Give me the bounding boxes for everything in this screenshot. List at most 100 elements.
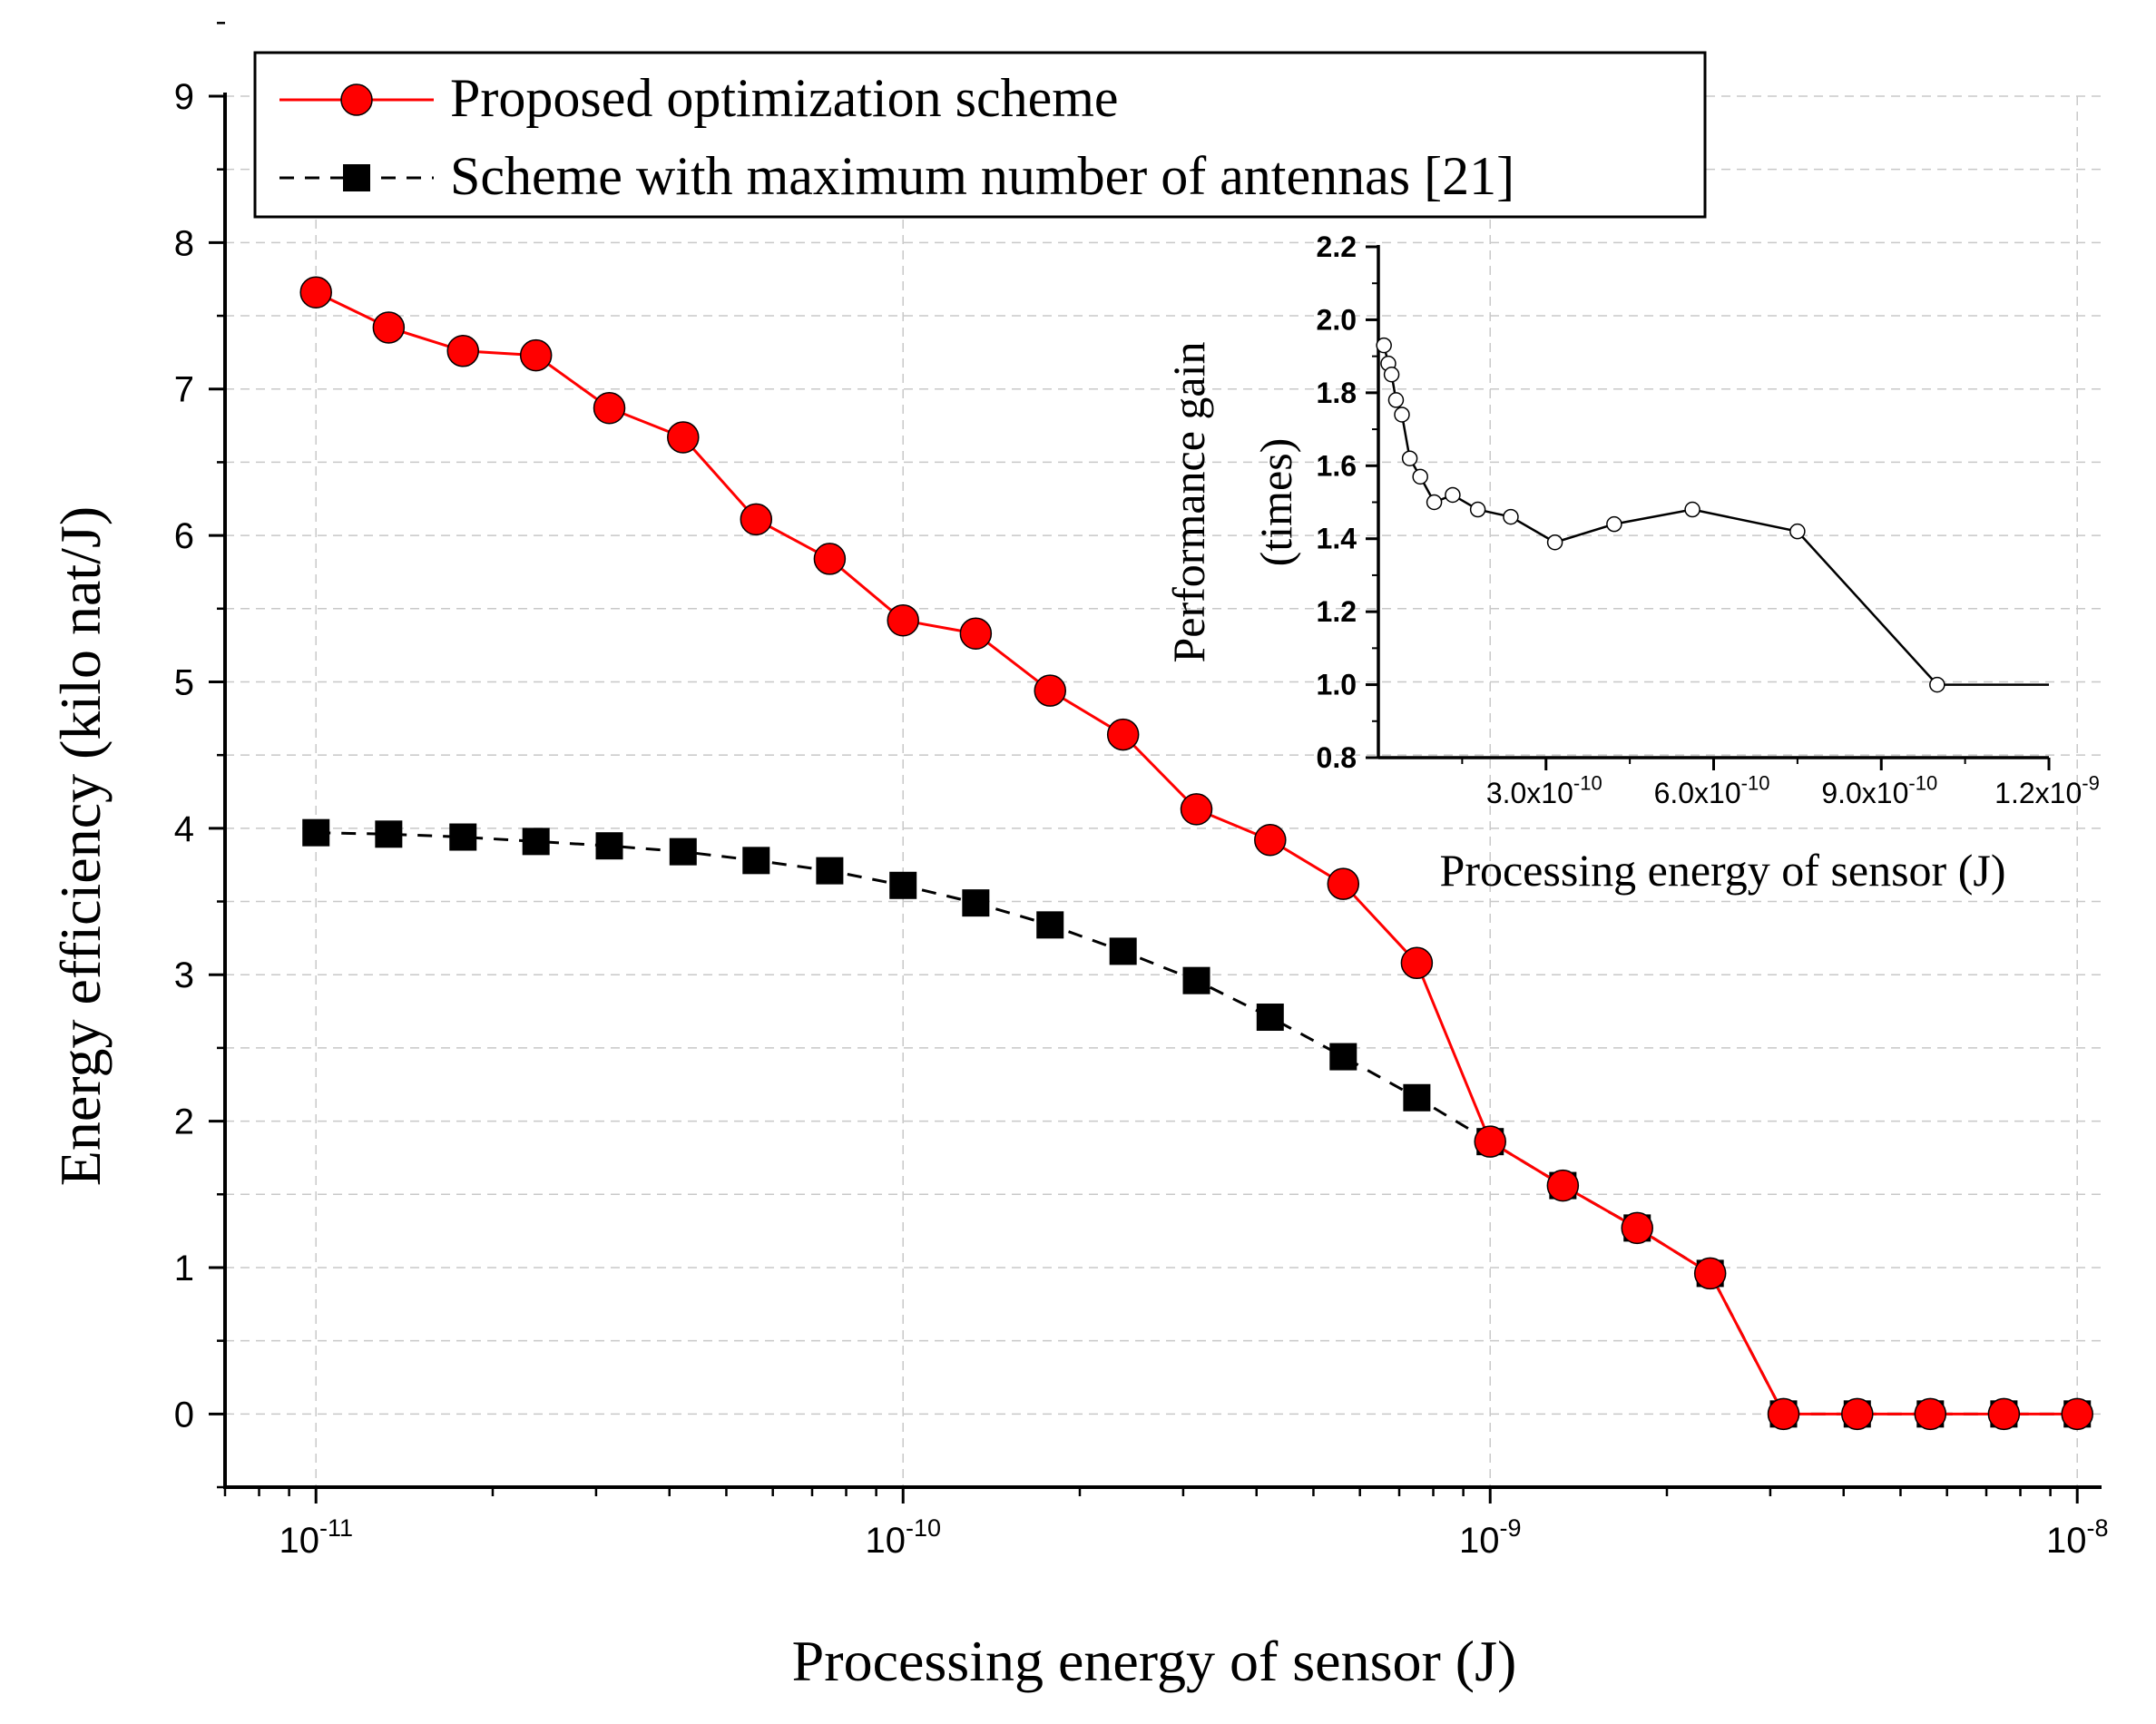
- inset-x-tick-label-base: 6.0x10: [1654, 777, 1741, 809]
- legend-entry-proposed: Proposed optimization scheme: [279, 68, 1119, 128]
- inset-data-point: [1546, 534, 1563, 551]
- x-tick-label-base: 10: [2046, 1521, 2087, 1561]
- inset-data-point: [1469, 501, 1486, 518]
- data-point-square: [962, 889, 990, 917]
- series-line: [316, 831, 2078, 1415]
- legend-entry-max-antennas: Scheme with maximum number of antennas […: [279, 146, 1514, 206]
- data-point-circle: [1400, 946, 1434, 980]
- inset-data-point: [1412, 468, 1428, 485]
- y-tick-label: 8: [174, 223, 194, 263]
- inset-data-point: [1401, 450, 1418, 466]
- x-tick-label-exp: -11: [319, 1514, 353, 1542]
- data-point-circle: [1254, 824, 1287, 857]
- inset-x-tick-label-exp: -9: [2082, 772, 2100, 795]
- data-point-circle: [2061, 1397, 2093, 1431]
- inset-chart: 0.81.01.21.41.61.82.02.23.0x10-10 6.0x10-…: [1163, 230, 2100, 896]
- inset-x-tick-label-base: 9.0x10: [1821, 777, 1908, 809]
- legend-marker-circle: [340, 83, 373, 116]
- series-max-antennas: [302, 818, 2092, 1428]
- y-axis-title: Energy efficiency (kilo nat/J): [48, 506, 113, 1186]
- data-point-square: [522, 828, 550, 856]
- data-point-circle: [1106, 718, 1140, 751]
- inset-data-point: [1684, 501, 1700, 518]
- data-point-circle: [1767, 1397, 1800, 1431]
- data-point-square: [742, 847, 770, 875]
- inset-x-tick-label: 6.0x10-10: [1654, 772, 1770, 809]
- inset-y-tick-label: 2.2: [1317, 230, 1357, 263]
- inset-x-tick-label: 3.0x10-10: [1486, 772, 1602, 809]
- inset-x-tick-label: 1.2x10-9: [1994, 772, 2100, 809]
- data-point-square: [449, 823, 477, 851]
- inset-x-tick-label-exp: -10: [1908, 772, 1937, 795]
- x-tick-label: 10-11: [279, 1514, 353, 1561]
- inset-data-point: [1503, 508, 1519, 525]
- data-point-circle: [1914, 1397, 1947, 1431]
- x-tick-label-exp: -9: [1499, 1514, 1521, 1542]
- inset-y-tick-label: 1.8: [1317, 377, 1357, 409]
- data-point-circle: [1034, 674, 1066, 707]
- inset-data-point: [1929, 676, 1945, 693]
- data-point-circle: [1693, 1257, 1727, 1290]
- x-tick-label-base: 10: [279, 1521, 319, 1561]
- y-tick-label: 6: [174, 516, 194, 556]
- inset-x-axis-title: Processing energy of sensor (J): [1440, 845, 2006, 896]
- y-tick-label: 2: [174, 1102, 194, 1142]
- data-point-circle: [1841, 1397, 1874, 1431]
- y-tick-label: 3: [174, 955, 194, 995]
- legend: Proposed optimization scheme Scheme with …: [253, 51, 1707, 219]
- data-point-square: [595, 832, 623, 860]
- inset-data-point: [1789, 523, 1806, 540]
- inset-data-point: [1376, 337, 1392, 354]
- data-point-circle: [1180, 793, 1213, 826]
- data-point-circle: [813, 543, 847, 575]
- data-point-square: [375, 820, 403, 848]
- inset-y-axis-title-line1: Performance gain: [1163, 341, 1214, 662]
- inset-y-tick-label: 1.0: [1317, 669, 1357, 701]
- x-tick-label-base: 10: [865, 1521, 906, 1561]
- data-point-circle: [593, 391, 626, 425]
- data-point-circle: [959, 617, 993, 650]
- x-tick-label: 10-10: [865, 1514, 941, 1561]
- inset-data-point: [1445, 486, 1461, 504]
- inset-data-point: [1426, 494, 1443, 511]
- y-tick-label: 0: [174, 1395, 194, 1435]
- data-point-square: [816, 857, 844, 885]
- data-point-square: [1403, 1083, 1431, 1112]
- inset-x-tick-label: 9.0x10-10: [1821, 772, 1937, 809]
- y-tick-label: 7: [174, 370, 194, 410]
- x-tick-label-exp: -10: [906, 1514, 941, 1542]
- data-point-circle: [1327, 867, 1360, 900]
- data-point-circle: [1546, 1169, 1580, 1202]
- inset-data-point: [1394, 407, 1410, 423]
- inset-y-tick-label: 1.2: [1317, 595, 1357, 628]
- data-point-circle: [887, 603, 919, 637]
- inset-series-gain: [1376, 337, 2049, 693]
- data-point-square: [669, 838, 697, 866]
- inset-y-tick-label: 0.8: [1317, 741, 1357, 774]
- inset-y-tick-label: 2.0: [1317, 303, 1357, 336]
- main-gridlines: [225, 95, 2102, 1487]
- y-tick-label: 9: [174, 77, 194, 117]
- legend-marker-square: [343, 164, 370, 191]
- inset-y-tick-label: 1.4: [1317, 523, 1357, 555]
- legend-label: Proposed optimization scheme: [450, 68, 1119, 128]
- inset-x-tick-label-exp: -10: [1741, 772, 1770, 795]
- series-proposed: [299, 276, 2093, 1431]
- data-point-square: [889, 871, 917, 899]
- data-point-circle: [372, 311, 406, 344]
- inset-x-tick-label-base: 1.2x10: [1994, 777, 2082, 809]
- legend-label: Scheme with maximum number of antennas […: [450, 146, 1514, 206]
- data-point-square: [1256, 1004, 1284, 1032]
- x-tick-label: 10-8: [2046, 1514, 2109, 1561]
- inset-axes: 0.81.01.21.41.61.82.02.23.0x10-10 6.0x10-…: [1317, 230, 2100, 809]
- data-point-square: [1329, 1043, 1357, 1071]
- inset-data-point: [1383, 367, 1400, 383]
- x-axis-title: Processing energy of sensor (J): [792, 1629, 1517, 1693]
- inset-series-line: [1382, 345, 2049, 686]
- data-point-circle: [519, 338, 553, 372]
- data-point-square: [1036, 911, 1064, 939]
- data-point-circle: [299, 276, 332, 309]
